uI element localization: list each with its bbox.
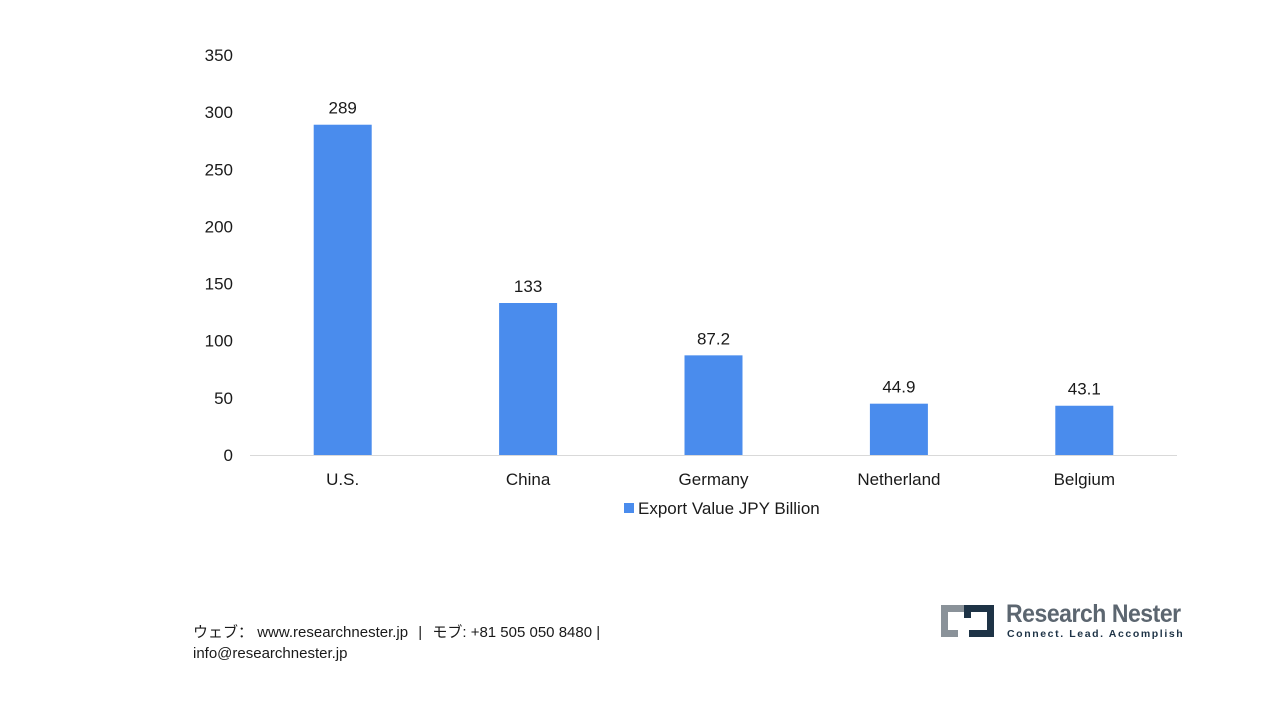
separator-1: |	[418, 624, 423, 641]
y-axis-ticks: 0 50 100 150 200 250 300 350	[205, 46, 233, 465]
bar-value-label: 87.2	[697, 329, 730, 348]
x-axis-ticks: U.S. China Germany Netherland Belgium	[326, 470, 1115, 489]
bar	[313, 124, 372, 455]
y-tick-label: 100	[205, 332, 233, 351]
bar-value-label: 289	[329, 99, 357, 118]
phone-number: +81 505 050 8480	[470, 624, 593, 641]
bar	[499, 303, 558, 455]
bar-value-label: 44.9	[882, 378, 915, 397]
x-tick-label: Belgium	[1054, 470, 1115, 489]
web-label: ウェブ：	[193, 624, 254, 641]
y-tick-label: 350	[205, 46, 233, 65]
logo-mark-icon	[941, 605, 994, 637]
y-tick-label: 0	[224, 446, 233, 465]
separator-2: |	[596, 624, 601, 641]
email-address[interactable]: info@researchnester.jp	[193, 645, 348, 662]
bar-chart: 0 50 100 150 200 250 300 350 289 133 87.2 44.9 43.1…	[205, 46, 1177, 518]
y-tick-label: 50	[214, 389, 233, 408]
legend: Export Value JPY Billion	[624, 499, 820, 518]
x-tick-label: U.S.	[326, 470, 359, 489]
y-tick-label: 200	[205, 217, 233, 236]
phone-label: モブ:	[432, 624, 467, 641]
contact-line-2: info@researchnester.jp	[193, 643, 600, 664]
bar-value-label: 133	[514, 277, 542, 296]
y-tick-label: 300	[205, 103, 233, 122]
bar	[1055, 405, 1114, 455]
logo-name: Research Nester	[1006, 600, 1181, 628]
bars-group	[313, 124, 1114, 455]
contact-line-1: ウェブ： www.researchnester.jp | モブ: +81 505…	[193, 622, 600, 643]
bar	[869, 403, 928, 455]
bar	[684, 355, 743, 455]
x-tick-label: China	[506, 470, 551, 489]
x-tick-label: Germany	[679, 470, 749, 489]
legend-swatch	[624, 503, 634, 513]
x-tick-label: Netherland	[857, 470, 940, 489]
y-tick-label: 150	[205, 275, 233, 294]
bar-value-label: 43.1	[1068, 380, 1101, 399]
contact-footer: ウェブ： www.researchnester.jp | モブ: +81 505…	[193, 622, 600, 664]
web-url[interactable]: www.researchnester.jp	[257, 624, 409, 641]
legend-label: Export Value JPY Billion	[638, 499, 820, 518]
logo-tagline: Connect. Lead. Accomplish	[1007, 628, 1185, 640]
y-tick-label: 250	[205, 160, 233, 179]
data-labels-group: 289 133 87.2 44.9 43.1	[329, 99, 1101, 399]
research-nester-logo: Research Nester Connect. Lead. Accomplis…	[936, 600, 1186, 642]
